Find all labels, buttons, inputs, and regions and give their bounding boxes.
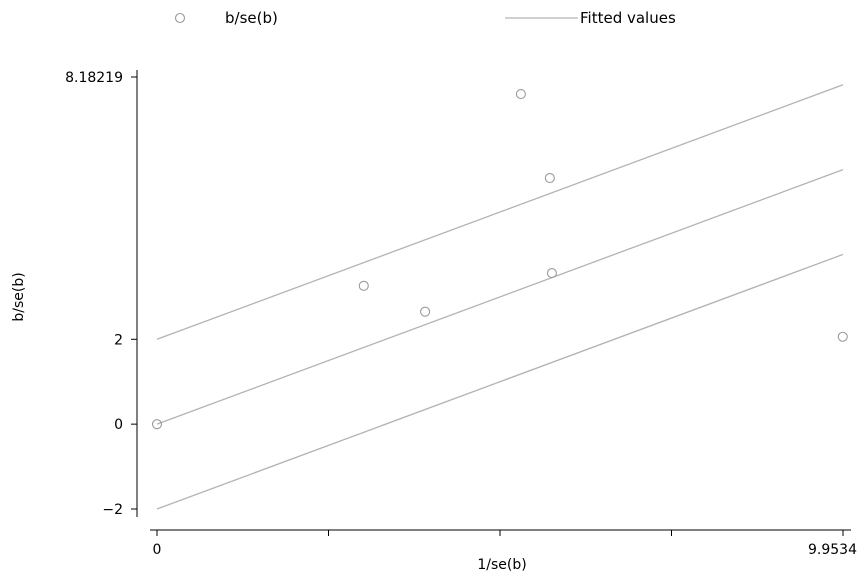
scatter-points [151,89,848,430]
y-tick-label: 0 [114,417,123,433]
legend: b/se(b) Fitted values [174,9,676,27]
legend-label-scatter: b/se(b) [225,9,278,27]
legend-label-line: Fitted values [580,9,676,27]
y-tick-label: 8.18219 [65,70,123,86]
fitted-lines [156,84,844,510]
fitted-line-3 [156,253,844,510]
data-point-6 [546,268,557,279]
legend-marker-scatter [174,12,186,24]
fitted-line-1 [156,84,844,340]
data-point-1 [151,419,163,430]
data-point-4 [515,89,526,100]
y-ticks: −2 0 2 8.18219 [65,70,137,518]
data-point-3 [420,306,431,317]
data-point-7 [837,331,848,342]
x-tick-label: 9.9534 [808,542,857,558]
x-axis-title: 1/se(b) [477,557,526,573]
x-ticks: 0 9.9534 [153,530,857,558]
x-tick-label: 0 [153,542,162,558]
data-point-5 [544,173,555,184]
data-point-2 [358,280,369,291]
y-tick-label: 2 [114,332,123,348]
y-axis-title: b/se(b) [11,272,27,321]
fitted-line-2 [156,168,844,425]
y-tick-label: −2 [102,502,123,518]
axes [136,70,851,531]
